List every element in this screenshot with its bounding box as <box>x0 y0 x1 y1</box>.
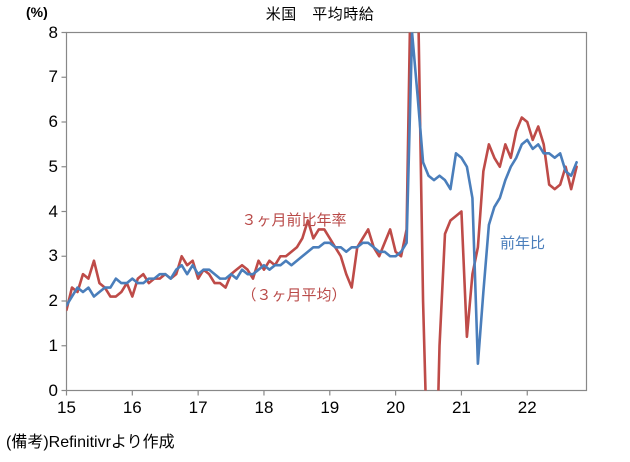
series-line-blue <box>66 32 578 365</box>
x-tick-label: 20 <box>386 397 406 417</box>
source-footnote: (備考)Refinitivrより作成 <box>6 434 175 451</box>
y-tick-label: 4 <box>48 201 58 221</box>
x-tick-label: 18 <box>254 397 274 417</box>
y-tick-label: 8 <box>48 22 58 42</box>
y-tick-label: 6 <box>48 112 58 131</box>
x-tick-label: 17 <box>188 397 208 417</box>
legend-red-line1: ３ヶ月前比年率 <box>241 212 347 229</box>
y-tick-label: 3 <box>48 246 58 266</box>
legend-red-series: ３ヶ月前比年率 （３ヶ月平均） <box>196 158 392 358</box>
series-line-red <box>66 32 578 391</box>
x-tick-label: 21 <box>451 397 471 417</box>
x-tick-label: 19 <box>320 397 340 417</box>
y-tick-label: 1 <box>48 335 58 355</box>
y-tick-label: 7 <box>48 67 58 87</box>
legend-red-line2: （３ヶ月平均） <box>241 287 347 304</box>
y-tick-label: 5 <box>48 156 58 176</box>
y-tick-label: 0 <box>48 380 58 400</box>
x-tick-label: 22 <box>517 397 537 417</box>
legend-blue-series: 前年比 <box>500 235 546 252</box>
x-tick-label: 15 <box>57 397 76 417</box>
x-tick-label: 16 <box>122 397 142 417</box>
y-axis-unit-label: (%) <box>26 4 48 20</box>
y-tick-label: 2 <box>48 291 58 310</box>
page-title: 米国 平均時給 <box>265 6 375 23</box>
